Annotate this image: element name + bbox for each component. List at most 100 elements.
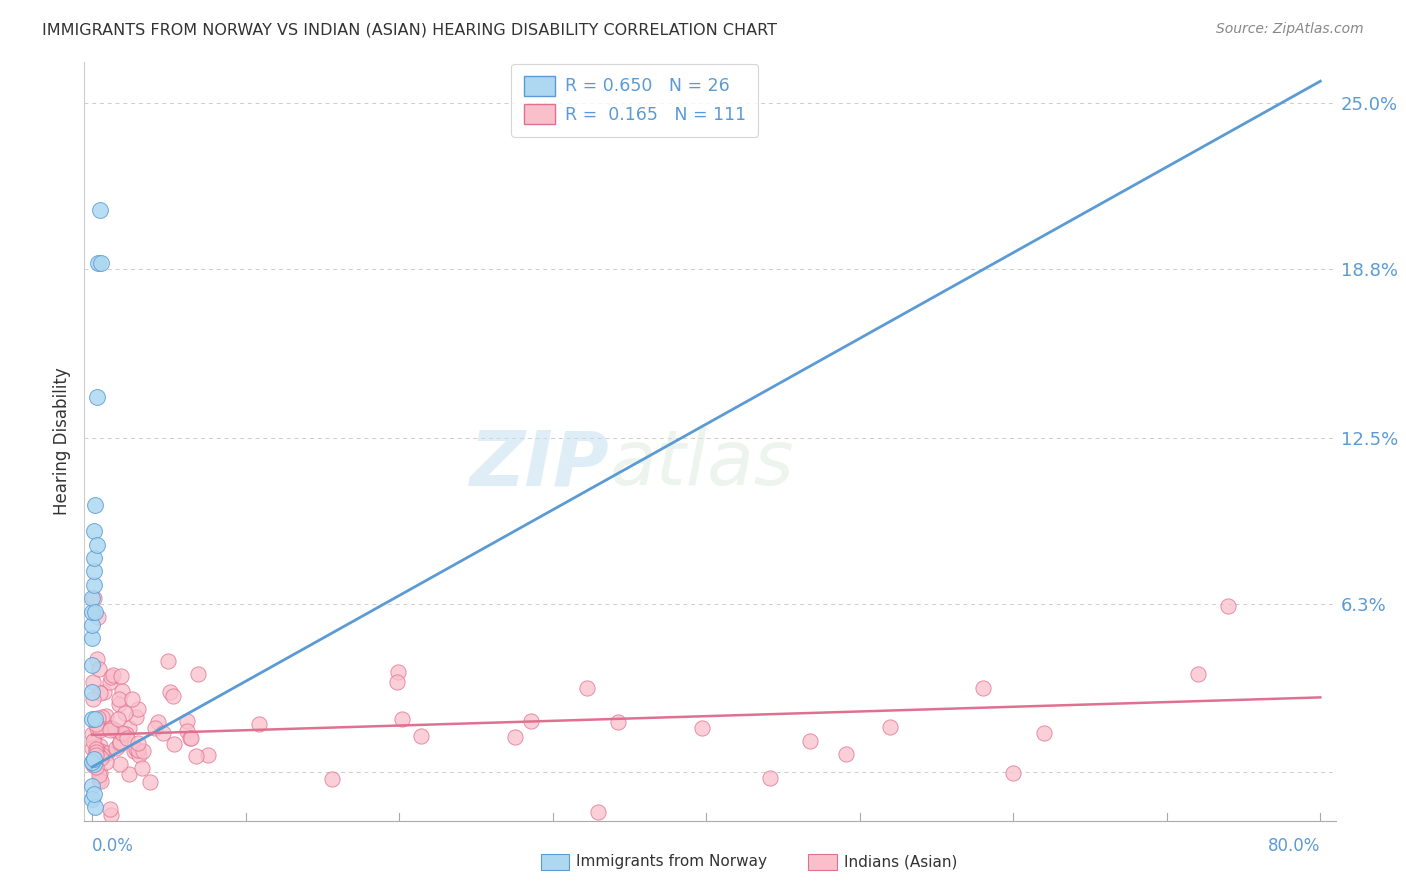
Point	[163, 737, 186, 751]
Point	[131, 761, 153, 775]
Point	[80, 605, 103, 619]
Point	[83, 591, 105, 606]
Point	[83, 752, 105, 766]
Point	[84, 712, 107, 726]
Point	[127, 743, 149, 757]
Point	[247, 716, 270, 731]
Point	[879, 720, 901, 734]
Point	[80, 712, 103, 726]
Point	[83, 787, 105, 801]
Point	[758, 771, 780, 785]
Point	[84, 742, 107, 756]
Point	[101, 668, 124, 682]
Point	[82, 727, 104, 741]
Point	[87, 256, 110, 270]
Point	[115, 731, 138, 745]
Point	[152, 725, 174, 739]
Point	[132, 744, 155, 758]
Point	[94, 708, 117, 723]
Point	[82, 758, 104, 772]
Point	[1187, 666, 1209, 681]
Point	[121, 691, 143, 706]
Point	[90, 722, 112, 736]
Point	[112, 726, 135, 740]
Point	[125, 742, 148, 756]
Text: Immigrants from Norway: Immigrants from Norway	[576, 855, 768, 869]
Point	[86, 721, 108, 735]
Point	[122, 744, 145, 758]
Point	[83, 565, 105, 579]
Point	[162, 689, 184, 703]
Point	[80, 632, 103, 646]
Point	[100, 670, 122, 684]
Point	[117, 767, 139, 781]
Point	[835, 747, 858, 761]
Point	[104, 740, 127, 755]
Point	[179, 731, 201, 745]
Point	[89, 739, 111, 753]
Point	[588, 805, 610, 819]
Point	[89, 686, 111, 700]
Point	[197, 747, 219, 762]
Point	[176, 714, 198, 728]
Point	[82, 741, 104, 756]
Point	[972, 681, 994, 696]
Point	[387, 665, 409, 679]
Point	[86, 538, 108, 552]
Point	[96, 746, 118, 760]
Point	[575, 681, 598, 695]
Point	[115, 727, 138, 741]
Point	[100, 722, 122, 736]
Point	[98, 801, 121, 815]
Point	[180, 731, 202, 746]
Point	[108, 697, 131, 711]
Point	[80, 591, 103, 606]
Point	[503, 730, 526, 744]
Point	[87, 610, 110, 624]
Point	[118, 721, 141, 735]
Point	[91, 748, 114, 763]
Point	[87, 747, 110, 762]
Point	[186, 748, 208, 763]
Point	[111, 683, 134, 698]
Point	[159, 685, 181, 699]
Point	[107, 712, 129, 726]
Point	[127, 702, 149, 716]
Point	[80, 618, 103, 632]
Point	[90, 743, 112, 757]
Point	[80, 779, 103, 793]
Point	[89, 766, 111, 780]
Point	[520, 714, 543, 729]
Point	[84, 745, 107, 759]
Text: 80.0%: 80.0%	[1268, 837, 1320, 855]
Text: Source: ZipAtlas.com: Source: ZipAtlas.com	[1216, 22, 1364, 37]
Point	[93, 684, 115, 698]
Point	[108, 736, 131, 750]
Point	[157, 654, 180, 668]
Point	[83, 733, 105, 747]
Point	[128, 747, 150, 762]
Point	[100, 808, 122, 822]
Point	[87, 661, 110, 675]
Point	[83, 757, 105, 772]
Point	[98, 723, 121, 737]
Point	[321, 772, 343, 786]
Legend: R = 0.650   N = 26, R =  0.165   N = 111: R = 0.650 N = 26, R = 0.165 N = 111	[512, 63, 758, 136]
Y-axis label: Hearing Disability: Hearing Disability	[53, 368, 72, 516]
Point	[89, 768, 111, 782]
Point	[91, 709, 114, 723]
Point	[1033, 725, 1056, 739]
Point	[83, 524, 105, 539]
Point	[690, 721, 713, 735]
Point	[83, 578, 105, 592]
Point	[187, 667, 209, 681]
Point	[93, 747, 115, 762]
Point	[143, 721, 166, 735]
Point	[84, 747, 107, 762]
Point	[607, 714, 630, 729]
Point	[176, 723, 198, 738]
Point	[799, 734, 821, 748]
Point	[82, 674, 104, 689]
Point	[84, 605, 107, 619]
Point	[108, 738, 131, 752]
